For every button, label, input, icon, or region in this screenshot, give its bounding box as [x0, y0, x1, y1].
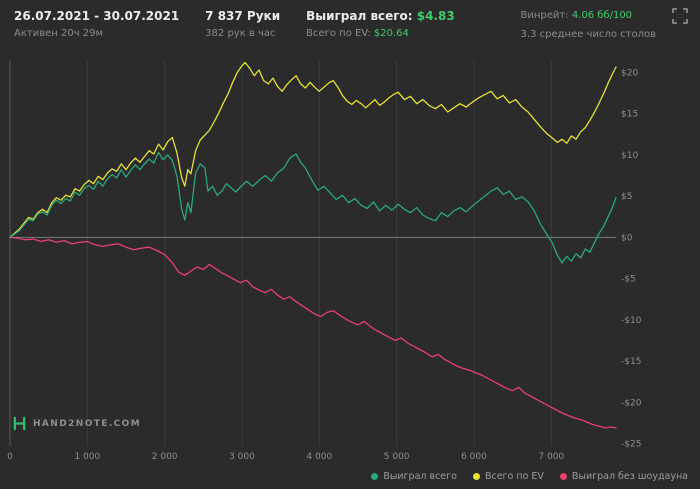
ev-total-value: $20.64 — [373, 28, 409, 39]
avg-tables: 3.3 среднее число столов — [520, 28, 656, 40]
series-line — [9, 151, 617, 264]
y-tick-label: -$20 — [621, 398, 642, 408]
winrate-block: Винрейт: 4.06 бб/100 3.3 среднее число с… — [521, 9, 656, 42]
ev-total-row: Всего по EV: $20.64 — [306, 27, 455, 42]
expand-icon — [672, 8, 688, 24]
series-line — [9, 236, 617, 429]
legend-dot — [371, 473, 379, 480]
winrate-label: Винрейт: — [520, 10, 569, 21]
x-tick-label: 4 000 — [306, 452, 332, 462]
series-line — [9, 61, 617, 238]
ev-total-label: Всего по EV: — [306, 28, 371, 39]
y-tick-label: -$5 — [621, 275, 636, 285]
y-tick-label: $20 — [621, 68, 638, 78]
x-tick-label: 2 000 — [152, 452, 178, 462]
x-tick-label: 3 000 — [229, 452, 255, 462]
x-tick-label: 1 000 — [74, 452, 100, 462]
legend-label: Всего по EV — [484, 471, 544, 482]
y-tick-label: $15 — [621, 110, 638, 120]
x-tick-label: 5 000 — [384, 452, 410, 462]
y-tick-label: -$10 — [621, 316, 642, 326]
winnings-chart: 0 1 000 2 000 3 000 4 000 5 000 6 000 7 000 $20 $… — [7, 60, 642, 462]
y-tick-label: -$15 — [621, 357, 641, 367]
hand2note-logo-icon — [13, 416, 26, 431]
hand2note-logo-text: HAND2NOTE.COM — [33, 418, 142, 429]
x-tick-label: 7 000 — [538, 452, 564, 462]
legend-item[interactable]: Выиграл всего — [371, 471, 457, 482]
active-time: Активен 20ч 29м — [14, 28, 104, 39]
x-tick-label: 6 000 — [461, 452, 487, 462]
legend-label: Выиграл всего — [383, 471, 457, 482]
won-total-row: Выиграл всего: $4.83 — [306, 9, 455, 24]
date-range-block: 26.07.2021 - 30.07.2021 Активен 20ч 29м — [14, 9, 179, 42]
legend-item[interactable]: Всего по EV — [472, 471, 544, 482]
chart-legend: Выиграл всего Всего по EV Выиграл без шоуд… — [371, 471, 688, 482]
won-total-label: Выиграл всего: — [306, 9, 413, 23]
y-tick-label: $0 — [621, 233, 633, 243]
hands-block: 7 837 Руки 382 рук в час — [205, 9, 280, 42]
legend-item[interactable]: Выиграл без шоудауна — [559, 471, 688, 482]
y-tick-label: $10 — [621, 151, 638, 161]
winnings-block: Выиграл всего: $4.83 Всего по EV: $20.64 — [306, 9, 455, 42]
won-total-value: $4.83 — [416, 9, 455, 23]
hands-per-hour: 382 рук в час — [205, 28, 276, 39]
winrate-value: 4.06 бб/100 — [571, 10, 633, 21]
header: 26.07.2021 - 30.07.2021 Активен 20ч 29м … — [0, 0, 700, 42]
expand-button[interactable] — [672, 8, 690, 26]
hand2note-logo: HAND2NOTE.COM — [12, 416, 141, 431]
legend-label: Выиграл без шоудауна — [571, 471, 688, 482]
y-tick-label: $5 — [621, 192, 632, 202]
y-tick-label: -$25 — [621, 440, 641, 450]
date-range: 26.07.2021 - 30.07.2021 — [14, 9, 180, 23]
x-tick-label: 0 — [7, 452, 13, 462]
winrate-row: Винрейт: 4.06 бб/100 — [521, 9, 656, 24]
legend-dot — [559, 473, 567, 480]
hands-count: 7 837 Руки — [205, 9, 281, 23]
legend-dot — [472, 473, 480, 480]
